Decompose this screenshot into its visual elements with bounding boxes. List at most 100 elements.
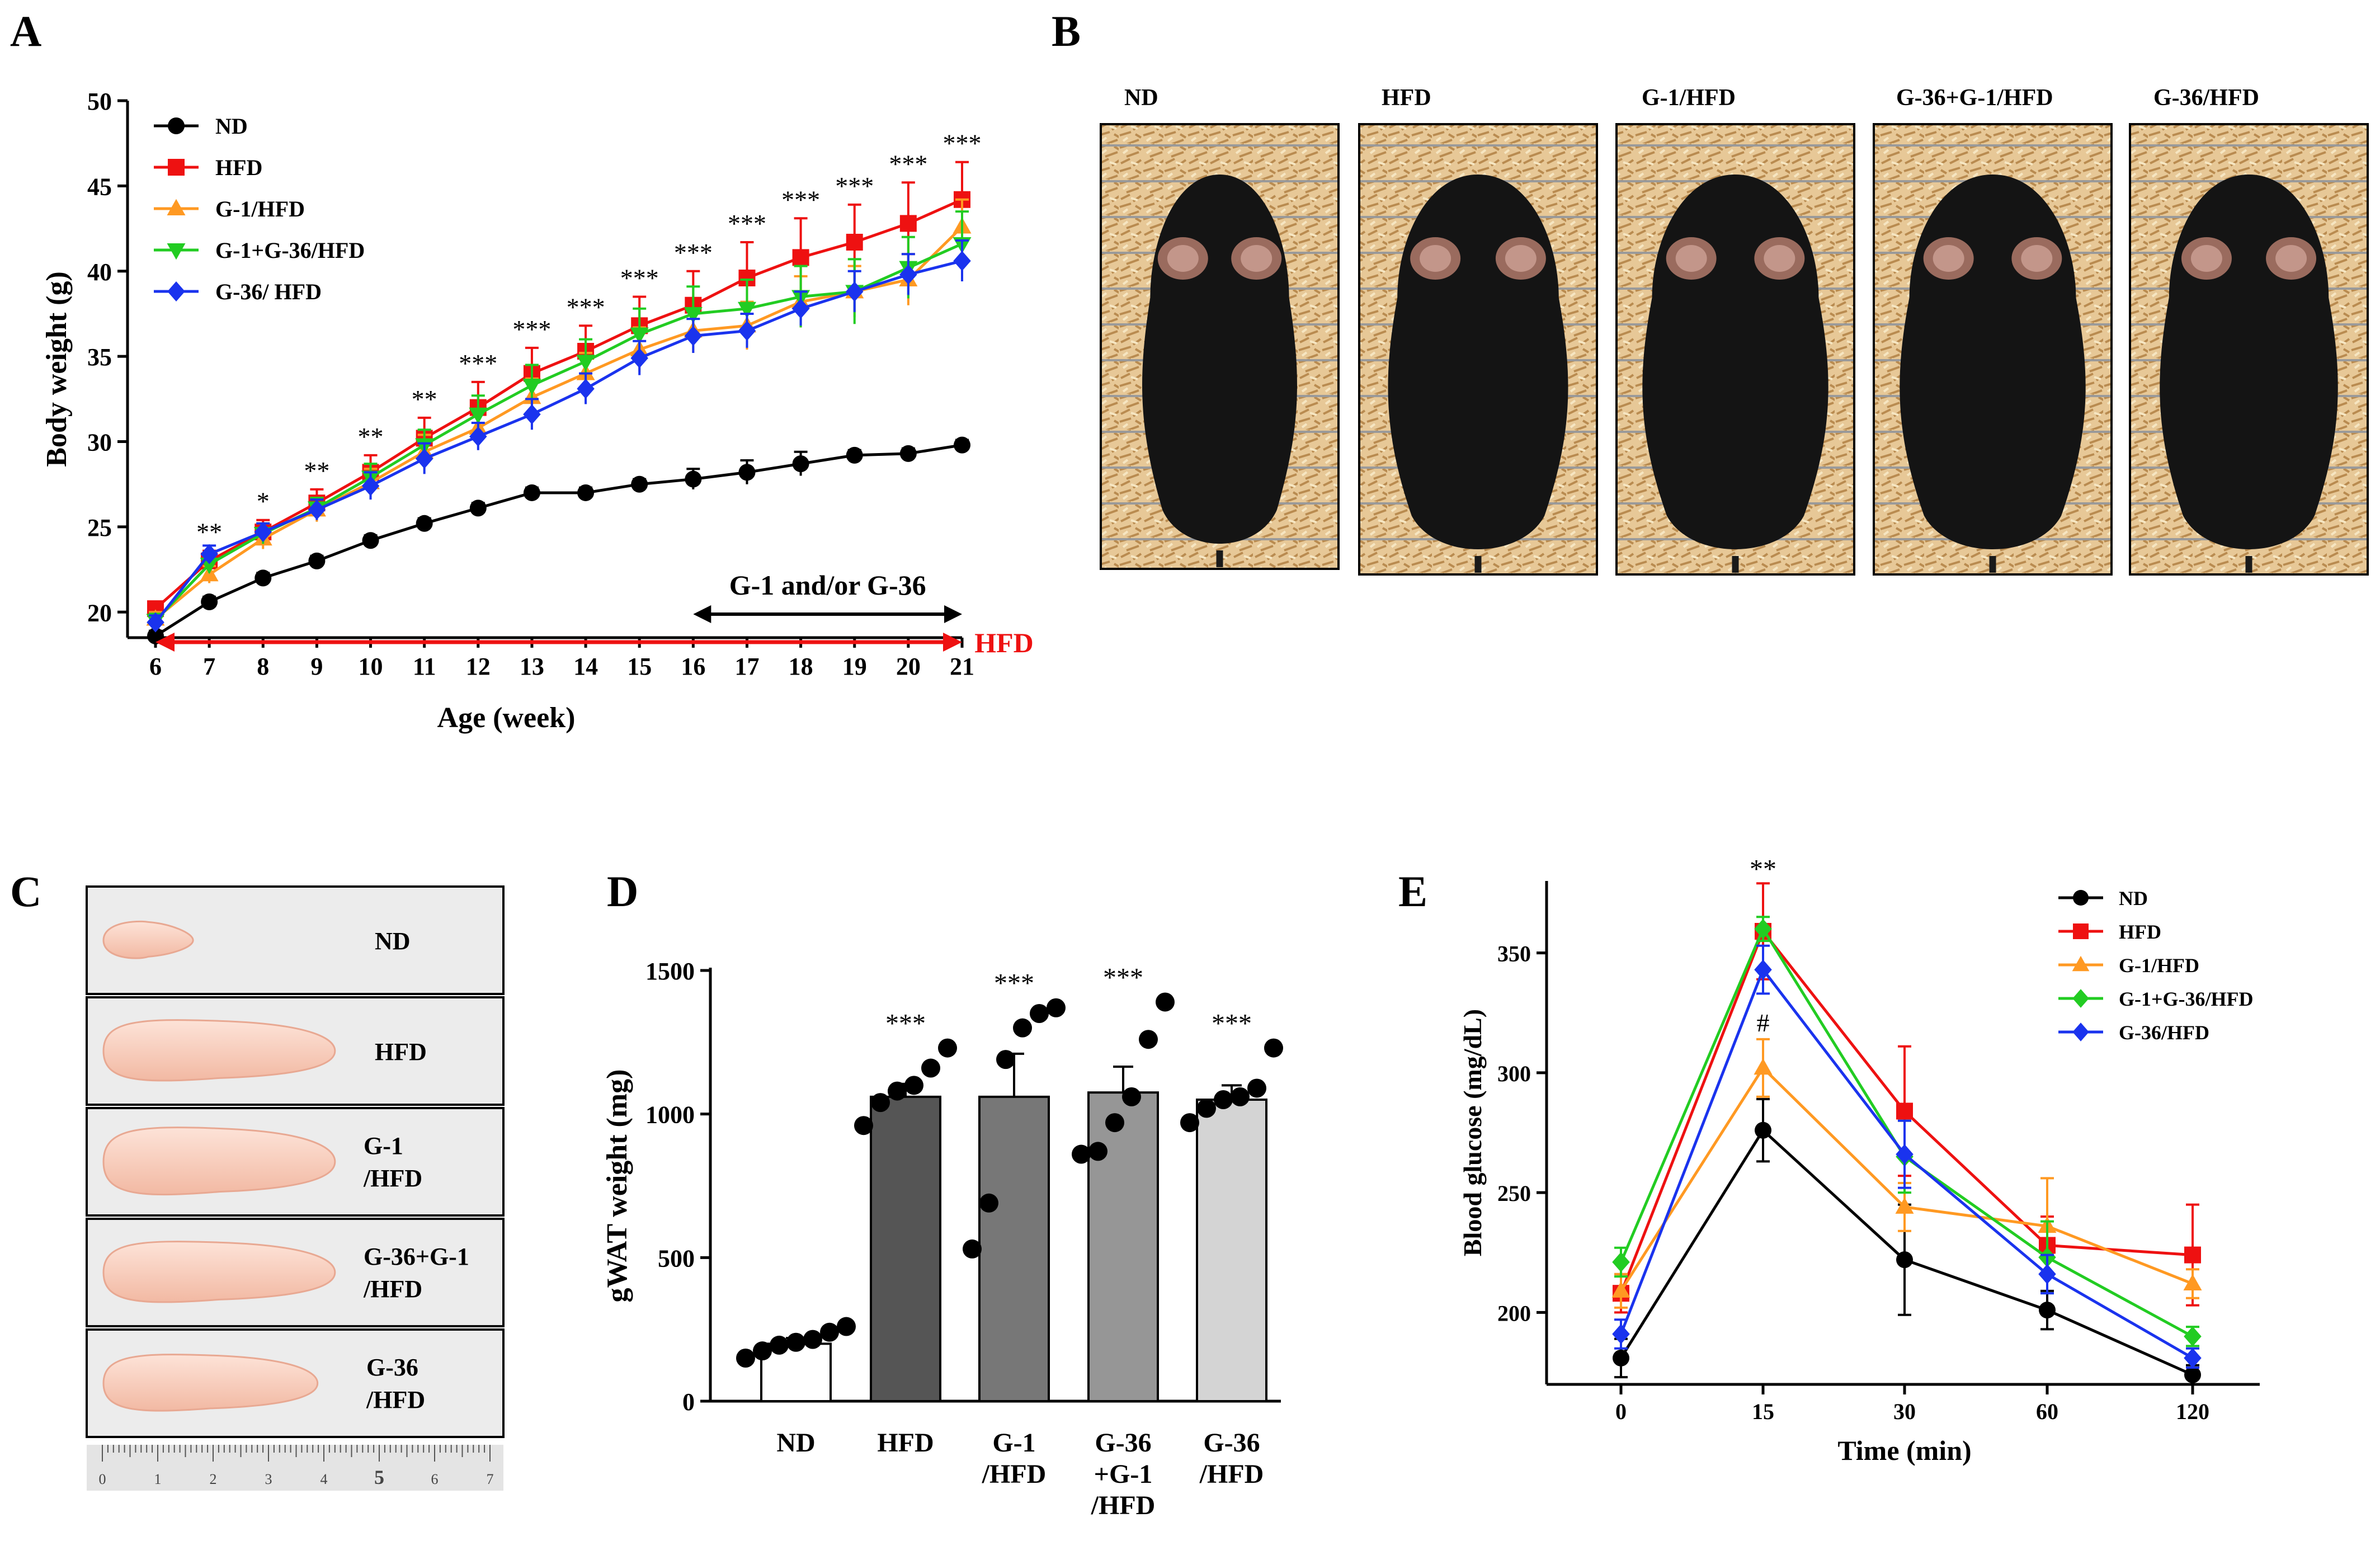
series-nd — [1613, 1098, 2201, 1386]
data-point — [770, 1335, 789, 1355]
mouse-photo — [1100, 123, 1340, 570]
series-line — [154, 198, 963, 610]
data-point — [899, 215, 917, 232]
bar — [978, 1095, 1050, 1403]
data-point — [871, 1093, 890, 1113]
data-point — [1896, 1251, 1913, 1269]
series-g-36-hfd — [147, 239, 971, 633]
legend-label: HFD — [215, 155, 262, 180]
data-point — [899, 445, 917, 462]
significance-mark: *** — [835, 172, 874, 200]
mouse-tail — [1732, 556, 1739, 573]
data-point — [737, 301, 756, 319]
mouse-ear-inner — [1420, 245, 1451, 272]
significance-mark: ** — [196, 518, 222, 546]
data-point — [1214, 1090, 1233, 1109]
legend-marker — [167, 199, 186, 215]
series-hfd — [147, 161, 970, 618]
legend-label: G-36/HFD — [2119, 1021, 2209, 1044]
x-tick-label: 19 — [842, 653, 867, 680]
significance-mark: *** — [994, 969, 1034, 998]
data-point — [1013, 1018, 1032, 1038]
mouse-tail — [1216, 550, 1223, 567]
x-axis-label: Time (min) — [1837, 1435, 1971, 1466]
series-hfd — [1613, 882, 2201, 1314]
y-tick-label: 30 — [87, 429, 112, 456]
data-point — [255, 569, 272, 587]
data-point — [147, 612, 164, 633]
mouse-photo — [1615, 123, 1855, 576]
data-point — [963, 1239, 982, 1259]
data-point — [1754, 918, 1772, 939]
significance-mark: *** — [1212, 1009, 1252, 1039]
data-point — [1156, 992, 1175, 1012]
data-point — [846, 446, 863, 464]
data-point — [684, 326, 703, 346]
data-point — [1896, 1102, 1913, 1120]
significance-mark: *** — [781, 185, 820, 214]
x-tick-label: 20 — [896, 653, 921, 680]
category-label: ND — [776, 1428, 815, 1458]
data-point — [1754, 1058, 1773, 1075]
ruler-label: 1 — [154, 1471, 162, 1487]
y-tick-label: 350 — [1497, 941, 1531, 967]
ruler-label: 6 — [431, 1471, 439, 1487]
mouse-body — [1388, 175, 1568, 549]
mouse-ear-inner — [1933, 245, 1964, 272]
significance-mark: * — [257, 487, 270, 516]
data-point — [1896, 1144, 1914, 1165]
x-axis-label: Age (week) — [437, 702, 576, 734]
series-g-1-g-36-hfd — [146, 210, 972, 630]
mouse-tail — [1474, 556, 1482, 573]
panel-label-a: A — [10, 7, 41, 55]
data-point — [938, 1038, 957, 1058]
fat-pad-label: /HFD — [363, 1275, 422, 1303]
series-g-1-hfd — [1611, 1038, 2202, 1309]
x-tick-label: 15 — [1752, 1399, 1774, 1424]
panel-label-b: B — [1052, 7, 1081, 55]
data-point — [1755, 1121, 1771, 1139]
arrow-head — [693, 605, 711, 623]
significance-mark: *** — [728, 209, 766, 238]
series-line — [154, 444, 963, 638]
legend-label: G-1/HFD — [215, 196, 305, 222]
mouse-body — [2160, 175, 2338, 549]
mouse-body — [1642, 175, 1828, 549]
fat-pad-label: G-36 — [366, 1354, 418, 1381]
legend-marker — [2072, 1022, 2089, 1042]
category-label: +G-1 — [1094, 1459, 1153, 1489]
data-point — [523, 404, 541, 425]
legend-label: HFD — [2119, 921, 2161, 943]
legend-marker — [168, 117, 185, 134]
x-tick-label: 60 — [2036, 1399, 2058, 1424]
data-point — [996, 1050, 1015, 1069]
ruler-label: 5 — [374, 1466, 384, 1488]
data-point — [201, 593, 218, 610]
fat-pad-label: /HFD — [366, 1386, 425, 1413]
series-line — [154, 225, 963, 620]
fat-pad-label: HFD — [375, 1038, 427, 1066]
x-tick-label: 8 — [257, 653, 269, 680]
data-point — [845, 281, 864, 302]
data-point — [630, 348, 648, 369]
data-point — [523, 484, 540, 501]
legend-label: G-36/ HFD — [215, 279, 322, 304]
panel-label-e: E — [1398, 867, 1427, 916]
significance-mark: # — [1757, 1009, 1770, 1037]
data-point — [786, 1332, 805, 1352]
data-point — [1247, 1078, 1266, 1098]
photo-label: G-36/HFD — [2153, 85, 2259, 111]
x-tick-label: 11 — [413, 653, 436, 680]
photo-label: HFD — [1382, 85, 1431, 111]
fat-pad — [102, 1127, 336, 1196]
chart-e: 200 250 300 350 0 15 30 60 120 Time (min) Blood gl… — [1458, 854, 2260, 1466]
mouse-ear-inner — [1505, 245, 1537, 272]
significance-mark: ** — [412, 385, 437, 413]
significance-mark: *** — [567, 293, 605, 321]
y-tick-label: 0 — [682, 1388, 695, 1416]
y-axis-label: gWAT weight (mg) — [601, 1069, 633, 1303]
data-point — [631, 475, 648, 493]
data-point — [415, 449, 433, 469]
data-point — [1612, 1324, 1630, 1344]
